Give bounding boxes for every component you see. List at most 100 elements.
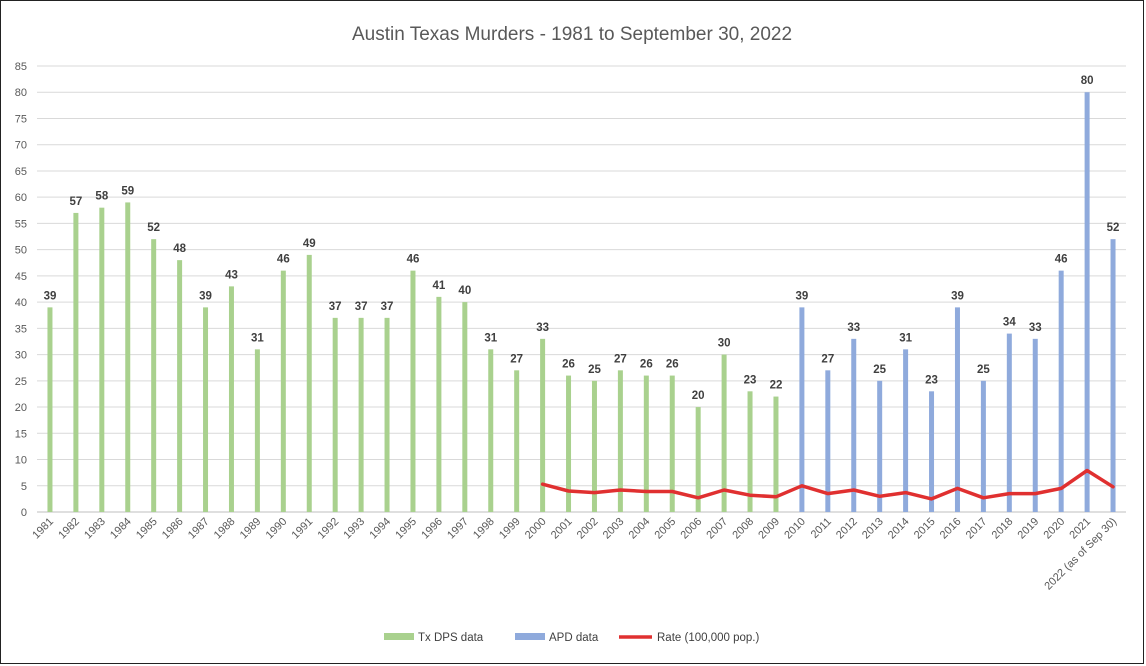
x-axis-ticks: 1981 1982 1983 1984 1985 1986 1987 1988 1989 1990…: [30, 516, 1119, 593]
data-label: 48: [173, 243, 186, 255]
bar: [280, 270, 286, 512]
y-tick-label: 5: [21, 481, 27, 493]
x-tick-label: 1993: [341, 516, 367, 542]
bar: [99, 207, 105, 512]
bar: [1084, 92, 1090, 512]
x-tick-label: 2007: [704, 516, 730, 542]
y-tick-label: 25: [15, 376, 27, 388]
bar: [306, 254, 312, 513]
legend-swatch: [384, 633, 414, 640]
bar: [514, 370, 520, 512]
bar: [825, 370, 831, 512]
y-tick-label: 20: [15, 402, 27, 414]
data-label: 33: [847, 322, 860, 334]
x-tick-label: 1988: [212, 516, 238, 542]
x-tick-label: 2002: [575, 516, 601, 542]
x-tick-label: 1997: [445, 516, 471, 542]
y-tick-label: 0: [21, 507, 27, 519]
data-label: 41: [432, 280, 445, 292]
x-tick-label: 1991: [290, 516, 316, 542]
bar: [1110, 239, 1116, 512]
bar: [436, 296, 442, 512]
bar: [1032, 338, 1038, 512]
bar: [1006, 333, 1012, 512]
x-tick-label: 1989: [238, 516, 264, 542]
data-label: 30: [718, 338, 731, 350]
y-tick-label: 55: [15, 218, 27, 230]
data-label: 25: [977, 364, 990, 376]
bar: [617, 370, 623, 512]
legend: Tx DPS data APD data Rate (100,000 pop.): [384, 632, 759, 644]
x-tick-label: 1985: [134, 516, 160, 542]
y-tick-label: 15: [15, 428, 27, 440]
data-label: 37: [381, 301, 394, 313]
data-label: 46: [1055, 254, 1068, 266]
data-label: 49: [303, 238, 316, 250]
y-tick-label: 45: [15, 271, 27, 283]
x-tick-label: 2013: [860, 516, 886, 542]
bar: [773, 396, 779, 512]
x-tick-label: 1984: [108, 516, 134, 542]
data-label: 46: [277, 254, 290, 266]
y-axis-ticks: 0 5 10 15 20 25 30 35 40 45 50 55 60 65 70 75 80 85: [15, 61, 27, 519]
bar: [177, 260, 183, 512]
data-label: 26: [562, 359, 575, 371]
data-label: 31: [899, 332, 912, 344]
data-label: 39: [199, 290, 212, 302]
bar: [643, 375, 649, 512]
x-tick-label: 2010: [782, 516, 808, 542]
bar: [747, 391, 753, 512]
bar: [954, 307, 960, 512]
data-label: 80: [1081, 75, 1094, 87]
bar: [228, 286, 234, 512]
bar: [488, 349, 494, 512]
y-tick-label: 85: [15, 61, 27, 73]
bar: [410, 270, 416, 512]
data-labels: 39 57 58 59 52 48 39 43 31 46 49 37 37 37 46 41 40 31 27 33…: [44, 75, 1120, 402]
data-label: 39: [44, 290, 57, 302]
data-label: 26: [640, 359, 653, 371]
data-label: 39: [951, 290, 964, 302]
bars: [47, 92, 1116, 513]
data-label: 52: [1107, 222, 1120, 234]
rate-line: [540, 468, 1115, 501]
data-label: 27: [510, 353, 523, 365]
bar: [929, 391, 935, 512]
x-tick-label: 1986: [160, 516, 186, 542]
bar: [384, 317, 390, 512]
bar: [358, 317, 364, 512]
y-tick-label: 35: [15, 323, 27, 335]
x-tick-label: 2015: [912, 516, 938, 542]
x-tick-label: 2014: [886, 516, 912, 542]
y-tick-label: 10: [15, 455, 27, 467]
x-tick-label: 1998: [471, 516, 497, 542]
x-tick-label: 2004: [627, 516, 653, 542]
data-label: 26: [666, 359, 679, 371]
data-label: 34: [1003, 317, 1016, 329]
bar: [540, 338, 546, 512]
data-label: 46: [407, 254, 420, 266]
bar: [877, 380, 883, 512]
x-tick-label: 2009: [756, 516, 782, 542]
data-label: 58: [95, 191, 108, 203]
data-label: 22: [770, 380, 783, 392]
x-tick-label: 2006: [679, 516, 705, 542]
chart-title: Austin Texas Murders - 1981 to September…: [352, 24, 792, 45]
data-label: 33: [1029, 322, 1042, 334]
bar: [73, 212, 79, 512]
data-label: 33: [536, 322, 549, 334]
data-label: 37: [329, 301, 342, 313]
y-tick-label: 70: [15, 140, 27, 152]
x-tick-label: 1994: [367, 516, 393, 542]
bar: [47, 307, 53, 512]
x-tick-label: 1999: [497, 516, 523, 542]
data-label: 37: [355, 301, 368, 313]
legend-label: Tx DPS data: [418, 632, 484, 644]
data-label: 52: [147, 222, 160, 234]
x-tick-label: 2001: [549, 516, 575, 542]
x-tick-label: 2019: [1016, 516, 1042, 542]
rate-line-path: [540, 468, 1115, 501]
legend-label: APD data: [549, 632, 599, 644]
